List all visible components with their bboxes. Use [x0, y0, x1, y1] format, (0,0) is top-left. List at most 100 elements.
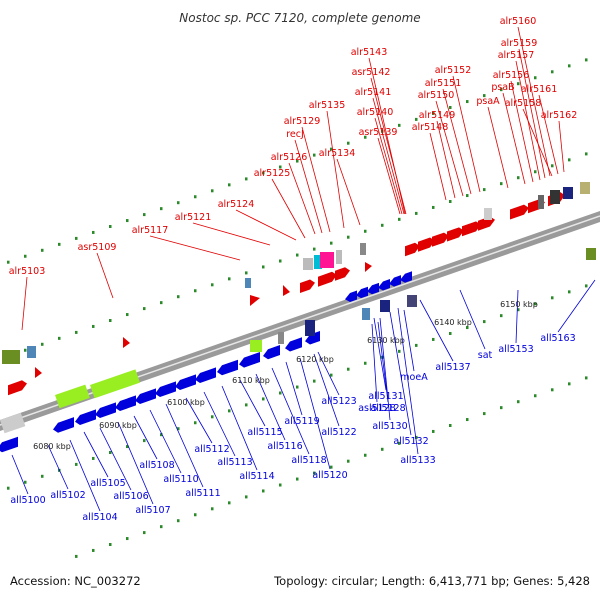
track-dot: [517, 176, 520, 180]
label-leader-line: [515, 289, 519, 344]
kbp-tick-label: 6150 kbp: [500, 300, 538, 309]
label-leader-line: [83, 431, 109, 478]
track-dot: [109, 451, 112, 454]
reverse-gene: [550, 190, 560, 204]
label-leader-line: [435, 100, 464, 197]
gene-label-all5128: all5128: [370, 403, 405, 414]
track-dot: [432, 205, 435, 209]
reverse-gene: [239, 352, 260, 368]
track-dot: [126, 219, 129, 223]
track-dot: [568, 158, 571, 162]
track-dot: [126, 537, 129, 541]
track-dot: [449, 200, 452, 203]
track-dot: [466, 326, 469, 330]
reverse-gene: [0, 412, 26, 434]
gene-labels: alr5103 asr5109 alr5117 alr5121 alr5124 alr51…: [9, 16, 578, 523]
gene-label-all5104: all5104: [82, 512, 117, 523]
reverse-gene: [90, 369, 140, 399]
reverse-gene: [336, 250, 342, 264]
reverse-gene: [305, 320, 315, 336]
track-dot: [262, 265, 265, 269]
track-dot: [347, 235, 350, 239]
track-dot: [381, 223, 384, 227]
gene-label-alr5161: alr5161: [521, 84, 558, 95]
gene-label-alr5156: alr5156: [493, 70, 530, 81]
forward-gene: [335, 267, 350, 281]
forward-gene: [478, 216, 495, 231]
gene-label-alr5143: alr5143: [351, 47, 388, 58]
track-dot: [483, 188, 486, 192]
track-dot: [92, 548, 95, 552]
reverse-gene: [175, 374, 196, 390]
gene-label-alr5141: alr5141: [355, 87, 392, 98]
label-leader-line: [203, 391, 236, 457]
accession-text: Accession: NC_003272: [10, 574, 141, 588]
track-dot: [534, 170, 537, 174]
label-leader-lines: [11, 26, 596, 512]
track-dot: [585, 284, 588, 288]
label-leader-line: [299, 357, 331, 470]
track-dot: [75, 330, 78, 334]
label-leader-line: [368, 57, 406, 215]
reverse-gene: [356, 286, 368, 299]
track-dot: [24, 254, 27, 258]
gene-label-all5122: all5122: [321, 427, 356, 438]
kbp-tick-labels: 6080 kbp 6090 kbp 6100 kbp 6110 kbp 6120 kbp…: [33, 300, 538, 451]
track-dot: [177, 295, 180, 299]
reverse-gene: [55, 384, 90, 409]
kbp-tick-label: 6080 kbp: [33, 442, 71, 451]
label-leader-line: [379, 317, 391, 421]
reverse-gene: [380, 300, 390, 312]
gene-label-all5130: all5130: [372, 421, 407, 432]
label-leader-line: [239, 379, 266, 427]
gene-features: [0, 182, 596, 453]
reverse-gene: [407, 295, 417, 307]
label-leader-line: [336, 158, 361, 226]
track-dot: [364, 135, 367, 139]
track-dot: [330, 147, 333, 151]
label-leader-line: [271, 367, 310, 455]
label-leader-line: [11, 454, 29, 495]
track-dot: [398, 441, 401, 445]
kbp-tick-label: 6090 kbp: [99, 421, 137, 430]
forward-gene: [365, 262, 372, 272]
label-leader-line: [99, 427, 132, 491]
track-dot: [313, 247, 316, 251]
label-leader-line: [288, 162, 316, 235]
track-dot: [92, 230, 95, 234]
reverse-gene: [27, 346, 36, 358]
label-leader-line: [517, 26, 551, 177]
track-dot: [279, 391, 282, 395]
label-leader-line: [221, 385, 258, 471]
track-dot: [279, 165, 282, 169]
track-dot: [330, 373, 333, 377]
gene-label-alr5126: alr5126: [271, 152, 308, 163]
label-leader-line: [192, 222, 271, 246]
reverse-gene: [580, 182, 590, 194]
label-leader-line: [522, 108, 553, 177]
gene-label-alr5134: alr5134: [319, 148, 356, 159]
track-dot: [41, 474, 44, 478]
label-leader-line: [21, 276, 28, 331]
track-dot: [92, 456, 95, 460]
forward-gene: [318, 271, 337, 287]
gene-label-alr5151: alr5151: [425, 78, 462, 89]
reverse-gene: [400, 271, 412, 283]
track-dot: [551, 164, 554, 168]
track-dot: [75, 462, 78, 466]
label-leader-line: [373, 317, 387, 391]
track-dot: [262, 397, 265, 401]
track-dot: [381, 447, 384, 451]
track-dot: [245, 177, 248, 181]
gene-label-psaB: psaB: [491, 82, 514, 93]
track-dot: [330, 241, 333, 245]
label-leader-line: [436, 120, 456, 199]
label-leader-line: [374, 117, 403, 215]
track-dot: [568, 382, 571, 386]
track-dot: [228, 501, 231, 505]
gene-label-all5116: all5116: [267, 441, 302, 452]
track-dot: [160, 433, 163, 437]
track-dot: [296, 385, 299, 389]
gene-label-alr5129: alr5129: [284, 116, 321, 127]
track-dot: [347, 367, 350, 371]
